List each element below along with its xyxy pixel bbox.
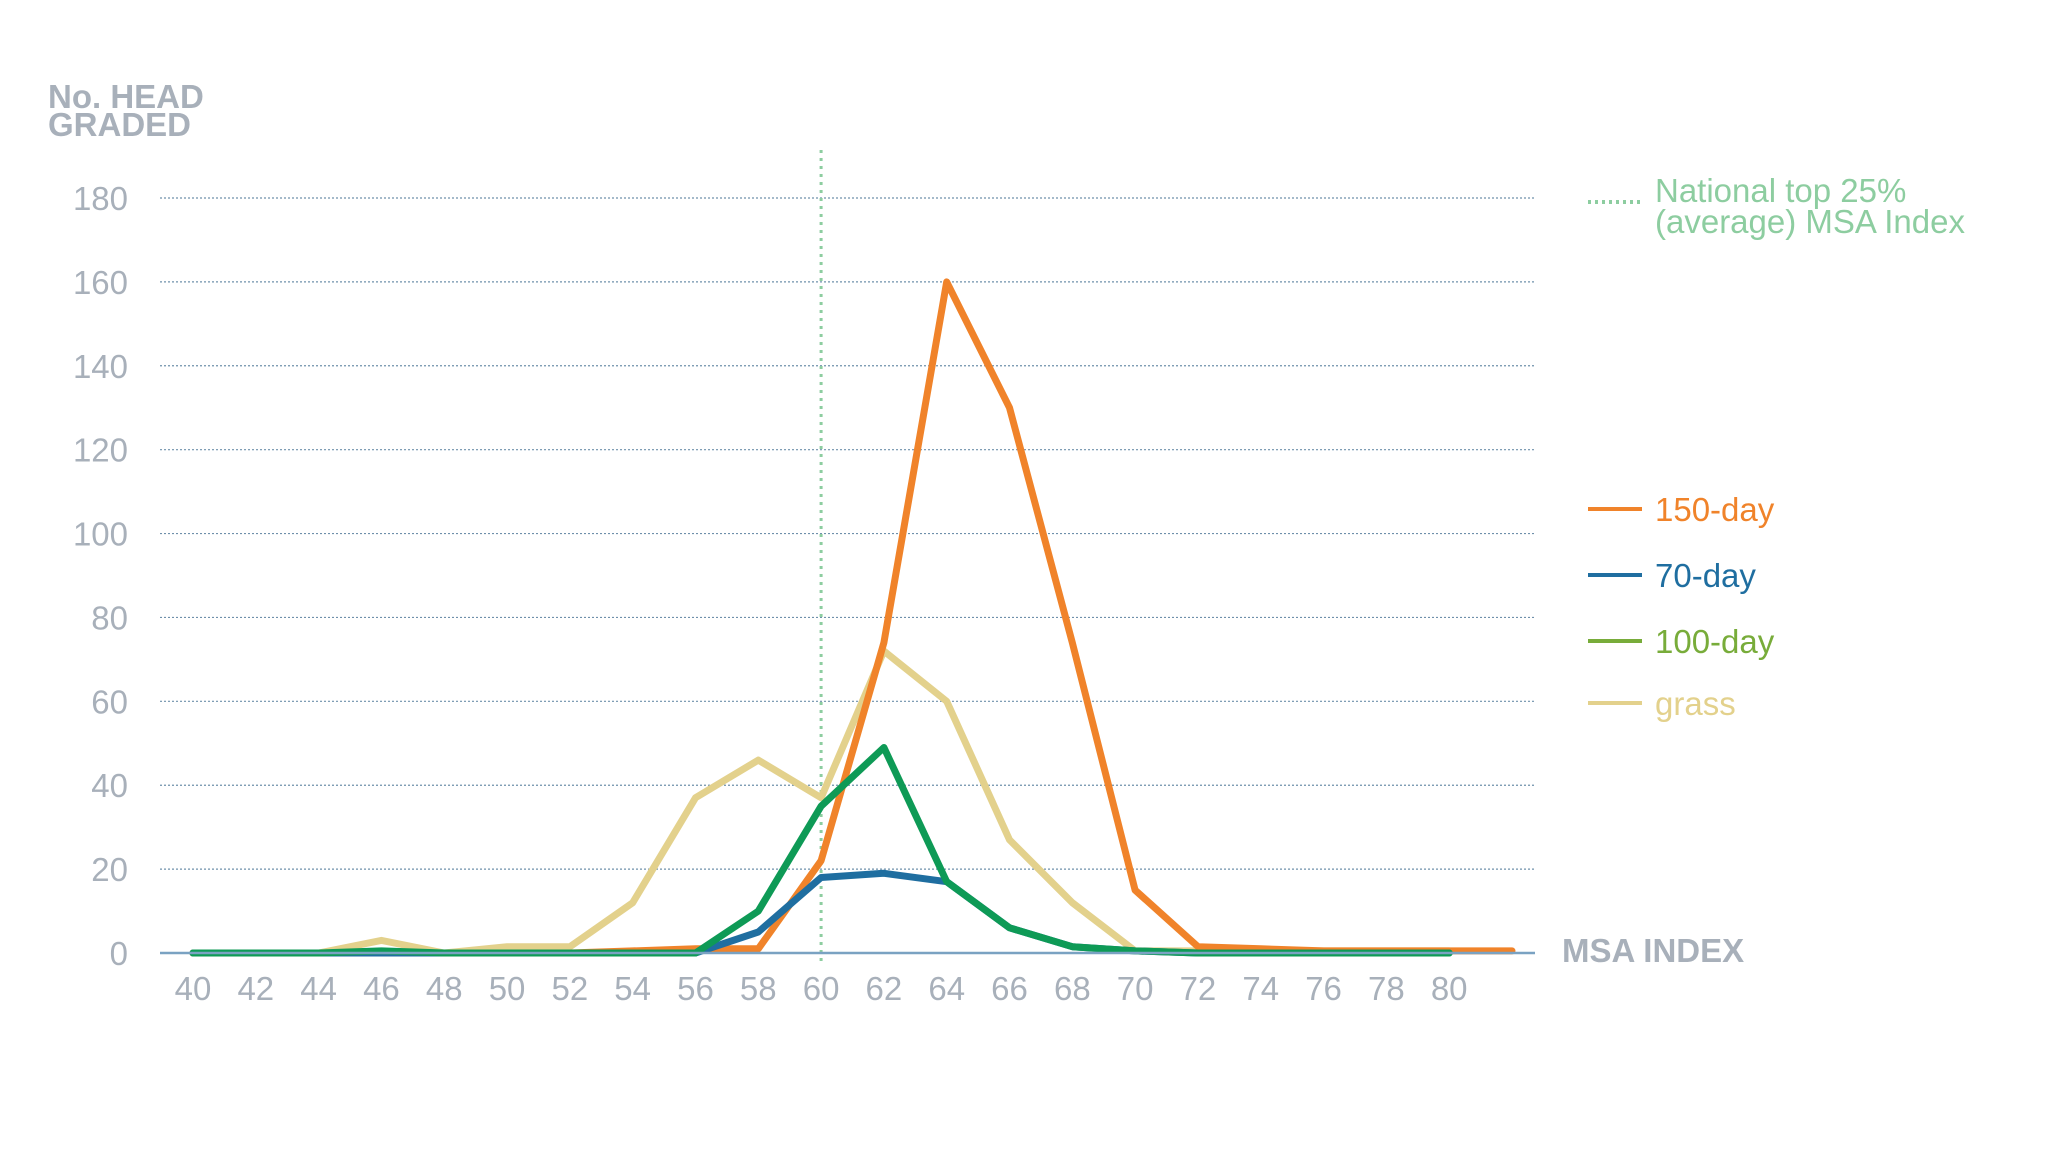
x-tick-label: 76 bbox=[1305, 970, 1342, 1007]
x-tick-label: 52 bbox=[551, 970, 588, 1007]
y-tick-label: 80 bbox=[91, 599, 128, 636]
y-axis-title-line-2: GRADED bbox=[48, 106, 191, 143]
legend-reference-label: National top 25% bbox=[1655, 172, 1906, 209]
x-tick-label: 74 bbox=[1242, 970, 1279, 1007]
legend-label-70-day: 70-day bbox=[1655, 557, 1756, 594]
x-tick-label: 64 bbox=[928, 970, 965, 1007]
x-tick-label: 40 bbox=[175, 970, 212, 1007]
legend-reference-label: (average) MSA Index bbox=[1655, 203, 1965, 240]
y-tick-label: 20 bbox=[91, 851, 128, 888]
legend-label-150-day: 150-day bbox=[1655, 491, 1775, 528]
x-tick-label: 46 bbox=[363, 970, 400, 1007]
x-tick-label: 42 bbox=[237, 970, 274, 1007]
x-tick-label: 80 bbox=[1431, 970, 1468, 1007]
axis-group: 0 20 40 60 80 100 120 140 160 180 40 42 44 46 48 50 52 54… bbox=[73, 180, 1535, 1007]
y-tick-label: 100 bbox=[73, 516, 128, 553]
y-tick-label: 160 bbox=[73, 264, 128, 301]
legend: National top 25%(average) MSA Index 150-d… bbox=[1588, 172, 1965, 722]
y-tick-label: 120 bbox=[73, 432, 128, 469]
y-axis-title-line-1: No. HEAD bbox=[48, 78, 204, 115]
x-tick-label: 68 bbox=[1054, 970, 1091, 1007]
x-tick-label: 72 bbox=[1180, 970, 1217, 1007]
y-tick-label: 60 bbox=[91, 683, 128, 720]
x-tick-label: 58 bbox=[740, 970, 777, 1007]
x-axis-title: MSA INDEX bbox=[1562, 932, 1744, 969]
x-tick-label: 44 bbox=[300, 970, 337, 1007]
legend-label-grass: grass bbox=[1655, 685, 1736, 722]
legend-label-100-day: 100-day bbox=[1655, 623, 1775, 660]
grid-lines bbox=[160, 197, 1535, 870]
y-tick-label: 0 bbox=[110, 935, 128, 972]
x-tick-label: 62 bbox=[866, 970, 903, 1007]
x-tick-label: 48 bbox=[426, 970, 463, 1007]
x-tick-label: 78 bbox=[1368, 970, 1405, 1007]
x-tick-label: 50 bbox=[489, 970, 526, 1007]
y-tick-label: 180 bbox=[73, 180, 128, 217]
x-tick-label: 66 bbox=[991, 970, 1028, 1007]
y-tick-label: 140 bbox=[73, 348, 128, 385]
x-tick-label: 70 bbox=[1117, 970, 1154, 1007]
x-tick-label: 56 bbox=[677, 970, 714, 1007]
x-tick-label: 60 bbox=[803, 970, 840, 1007]
y-tick-label: 40 bbox=[91, 767, 128, 804]
x-tick-label: 54 bbox=[614, 970, 651, 1007]
